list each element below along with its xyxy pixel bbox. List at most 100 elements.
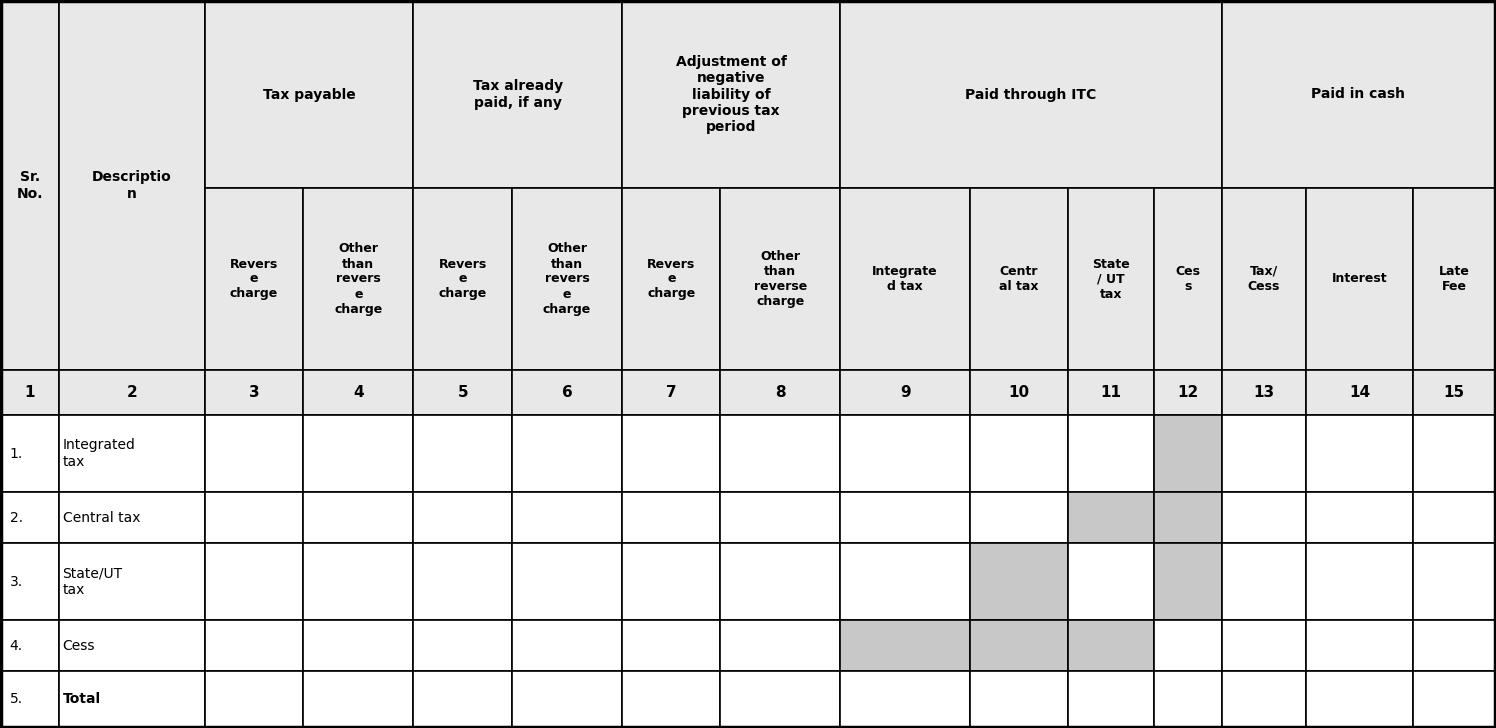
Text: Adjustment of
negative
liability of
previous tax
period: Adjustment of negative liability of prev… <box>676 55 787 134</box>
Bar <box>1414 620 1495 671</box>
Bar <box>1222 620 1306 671</box>
Text: 1.: 1. <box>9 446 22 461</box>
Bar <box>969 543 1068 620</box>
Bar <box>721 671 841 727</box>
Bar <box>622 492 721 543</box>
Bar <box>1306 492 1414 543</box>
Bar <box>841 671 969 727</box>
Bar <box>1222 543 1306 620</box>
Bar <box>512 370 622 415</box>
Bar <box>1 370 58 415</box>
Text: 1: 1 <box>24 385 34 400</box>
Text: 13: 13 <box>1254 385 1275 400</box>
Text: 12: 12 <box>1177 385 1198 400</box>
Bar <box>622 370 721 415</box>
Bar <box>205 370 304 415</box>
Bar <box>1306 415 1414 492</box>
Text: Sr.
No.: Sr. No. <box>16 170 43 201</box>
Bar <box>58 543 205 620</box>
Text: 7: 7 <box>666 385 676 400</box>
Bar <box>1 671 58 727</box>
Bar <box>205 188 304 370</box>
Bar <box>1155 543 1222 620</box>
Bar <box>413 492 512 543</box>
Bar <box>205 492 304 543</box>
Bar <box>1222 492 1306 543</box>
Text: Other
than
revers
e
charge: Other than revers e charge <box>543 242 591 315</box>
Bar <box>1155 620 1222 671</box>
Bar <box>1222 1 1495 188</box>
Text: 2: 2 <box>126 385 138 400</box>
Bar <box>1155 188 1222 370</box>
Bar <box>969 671 1068 727</box>
Bar <box>1306 620 1414 671</box>
Bar <box>58 370 205 415</box>
Bar <box>1222 370 1306 415</box>
Bar <box>721 543 841 620</box>
Bar <box>969 370 1068 415</box>
Bar <box>622 1 841 188</box>
Bar <box>1222 415 1306 492</box>
Bar <box>512 543 622 620</box>
Text: Paid in cash: Paid in cash <box>1312 87 1405 101</box>
Bar <box>304 492 413 543</box>
Text: 4: 4 <box>353 385 364 400</box>
Text: 14: 14 <box>1349 385 1370 400</box>
Bar <box>1068 188 1155 370</box>
Text: Centr
al tax: Centr al tax <box>999 265 1038 293</box>
Text: 9: 9 <box>899 385 911 400</box>
Text: 3.: 3. <box>9 574 22 588</box>
Bar <box>1155 671 1222 727</box>
Text: Descriptio
n: Descriptio n <box>91 170 172 201</box>
Bar <box>721 188 841 370</box>
Bar <box>58 492 205 543</box>
Bar <box>1068 492 1155 543</box>
Bar <box>841 415 969 492</box>
Bar <box>1 543 58 620</box>
Bar <box>1068 370 1155 415</box>
Bar <box>304 188 413 370</box>
Text: Paid through ITC: Paid through ITC <box>965 87 1097 101</box>
Bar <box>1155 492 1222 543</box>
Text: Revers
e
charge: Revers e charge <box>648 258 696 301</box>
Bar <box>205 671 304 727</box>
Bar <box>1414 671 1495 727</box>
Bar <box>622 415 721 492</box>
Bar <box>512 492 622 543</box>
Bar <box>1155 370 1222 415</box>
Bar <box>841 620 969 671</box>
Bar <box>1306 188 1414 370</box>
Text: Tax/
Cess: Tax/ Cess <box>1248 265 1279 293</box>
Bar <box>1222 671 1306 727</box>
Bar <box>969 188 1068 370</box>
Text: 5: 5 <box>458 385 468 400</box>
Bar <box>841 370 969 415</box>
Text: 3: 3 <box>248 385 259 400</box>
Bar <box>721 415 841 492</box>
Text: Late
Fee: Late Fee <box>1439 265 1469 293</box>
Bar <box>622 620 721 671</box>
Bar <box>721 370 841 415</box>
Text: 5.: 5. <box>9 692 22 706</box>
Text: 15: 15 <box>1444 385 1465 400</box>
Bar <box>1306 543 1414 620</box>
Bar <box>413 543 512 620</box>
Text: Cess: Cess <box>63 638 96 652</box>
Text: Integrated
tax: Integrated tax <box>63 438 136 469</box>
Bar <box>413 1 622 188</box>
Text: Revers
e
charge: Revers e charge <box>230 258 278 301</box>
Text: 4.: 4. <box>9 638 22 652</box>
Bar <box>1155 415 1222 492</box>
Bar <box>1068 415 1155 492</box>
Bar <box>413 415 512 492</box>
Bar <box>413 671 512 727</box>
Bar <box>512 188 622 370</box>
Bar <box>721 492 841 543</box>
Bar <box>1306 370 1414 415</box>
Text: 6: 6 <box>561 385 573 400</box>
Text: Interest: Interest <box>1331 272 1387 285</box>
Bar <box>58 1 205 370</box>
Bar <box>841 1 1222 188</box>
Bar <box>1068 543 1155 620</box>
Bar <box>841 188 969 370</box>
